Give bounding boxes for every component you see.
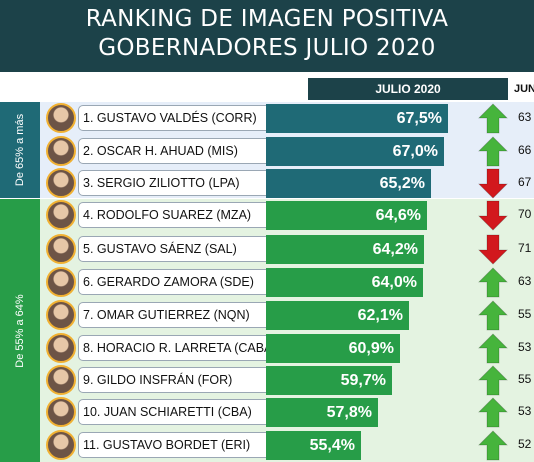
ranking-row: 6. GERARDO ZAMORA (SDE) 64,0% 63 [44, 267, 534, 298]
arrow-up-icon [478, 365, 508, 396]
ranking-row: 10. JUAN SCHIARETTI (CBA) 57,8% 53 [44, 397, 534, 428]
arrow-up-icon [478, 300, 508, 331]
governor-avatar [46, 200, 76, 230]
ranking-row: 11. GUSTAVO BORDET (ERI) 55,4% 52 [44, 430, 534, 461]
previous-value: 55 [518, 307, 532, 321]
ranking-row: 1. GUSTAVO VALDÉS (CORR) 67,5% 63 [44, 103, 534, 134]
ranking-row: 8. HORACIO R. LARRETA (CABA) 60,9% 53 [44, 333, 534, 364]
previous-value: 55 [518, 372, 532, 386]
ranking-row: 9. GILDO INSFRÁN (FOR) 59,7% 55 [44, 365, 534, 396]
chart-subtitle: GOBERNADORES JULIO 2020 [98, 35, 436, 61]
chart-title: RANKING DE IMAGEN POSITIVA [85, 6, 449, 32]
governor-avatar [46, 397, 76, 427]
arrow-up-icon [478, 397, 508, 428]
bar-value: 67,0% [266, 137, 444, 166]
previous-period-column-header: JUN [514, 83, 534, 95]
band-top-label: De 65% a más [14, 113, 26, 187]
arrow-up-icon [478, 333, 508, 364]
bar-value: 67,5% [266, 104, 448, 133]
ranking-row: 5. GUSTAVO SÁENZ (SAL) 64,2% 71 [44, 234, 534, 265]
previous-value: 53 [518, 404, 532, 418]
current-period-column-header: JULIO 2020 [308, 78, 508, 100]
governor-avatar [46, 267, 76, 297]
bar-value: 64,2% [266, 235, 424, 264]
arrow-up-icon [478, 136, 508, 167]
band-bottom-label-box: De 55% a 64% [0, 199, 40, 462]
bar-value: 62,1% [266, 301, 409, 330]
governor-avatar [46, 103, 76, 133]
band-bottom-label: De 55% a 64% [14, 293, 26, 368]
previous-value: 71 [518, 241, 532, 255]
bar-value: 64,0% [266, 268, 423, 297]
previous-value: 67 [518, 175, 532, 189]
arrow-up-icon [478, 430, 508, 461]
previous-value: 53 [518, 340, 532, 354]
previous-value: 52 [518, 437, 532, 451]
ranking-row: 3. SERGIO ZILIOTTO (LPA) 65,2% 67 [44, 168, 534, 199]
band-top-label-box: De 65% a más [0, 102, 40, 198]
previous-value: 63 [518, 110, 532, 124]
previous-value: 70 [518, 207, 532, 221]
governor-avatar [46, 168, 76, 198]
governor-avatar [46, 136, 76, 166]
arrow-down-icon [478, 234, 508, 265]
arrow-down-icon [478, 168, 508, 199]
ranking-row: 7. OMAR GUTIERREZ (NQN) 62,1% 55 [44, 300, 534, 331]
bar-value: 57,8% [266, 398, 378, 427]
governor-avatar [46, 365, 76, 395]
bar-value: 65,2% [266, 169, 431, 198]
governor-avatar [46, 300, 76, 330]
governor-avatar [46, 333, 76, 363]
previous-value: 66 [518, 143, 532, 157]
bar-value: 55,4% [266, 431, 361, 460]
bar-value: 59,7% [266, 366, 392, 395]
arrow-up-icon [478, 267, 508, 298]
bar-value: 64,6% [266, 201, 427, 230]
chart-header: RANKING DE IMAGEN POSITIVA GOBERNADORES … [0, 0, 534, 72]
bar-value: 60,9% [266, 334, 400, 363]
ranking-row: 4. RODOLFO SUAREZ (MZA) 64,6% 70 [44, 200, 534, 231]
arrow-down-icon [478, 200, 508, 231]
ranking-row: 2. OSCAR H. AHUAD (MIS) 67,0% 66 [44, 136, 534, 167]
arrow-up-icon [478, 103, 508, 134]
previous-value: 63 [518, 274, 532, 288]
governor-avatar [46, 234, 76, 264]
governor-avatar [46, 430, 76, 460]
